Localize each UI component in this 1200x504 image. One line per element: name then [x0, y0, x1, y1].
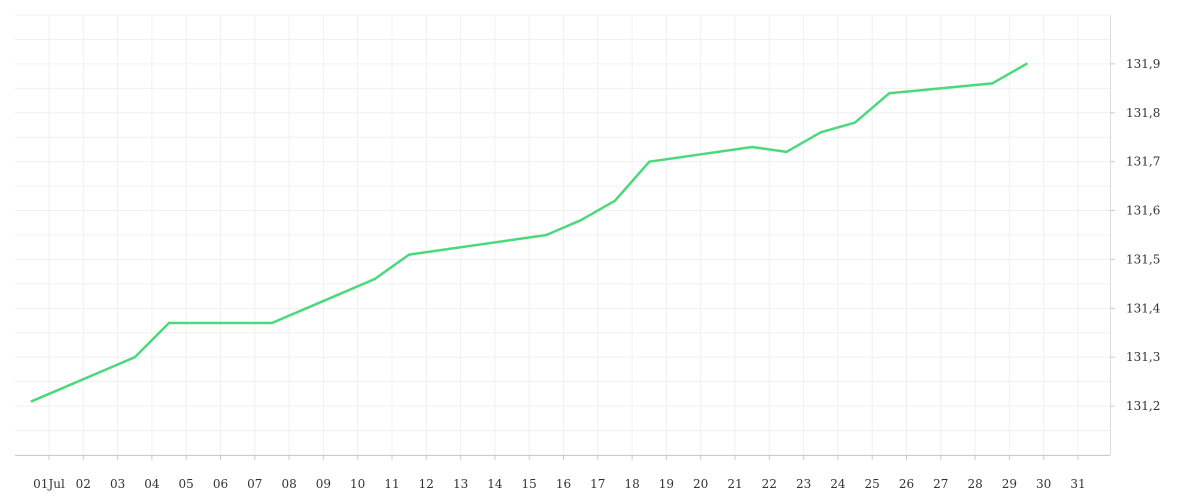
x-tick-label: 02 — [76, 477, 91, 491]
y-tick-label: 131,5 — [1126, 252, 1160, 266]
series-layer — [30, 62, 1028, 403]
data-point — [339, 292, 342, 295]
data-point — [750, 145, 754, 149]
y-tick-label: 131,9 — [1126, 57, 1160, 71]
x-tick-label: 15 — [522, 477, 537, 491]
x-tick-label: 17 — [590, 477, 605, 491]
x-tick-label: 26 — [899, 477, 914, 491]
x-tick-label: 09 — [316, 477, 331, 491]
x-tick-label: 18 — [624, 477, 639, 491]
x-tick-label: 01Jul — [33, 477, 65, 491]
tick-labels: 01Jul 02 03 04 05 06 07 08 09 10 11 12 13 14 15 16 17 18 1… — [33, 57, 1161, 491]
x-tick-label: 11 — [384, 477, 399, 491]
x-tick-label: 03 — [110, 477, 125, 491]
data-point — [30, 400, 34, 403]
x-tick-label: 14 — [487, 477, 503, 491]
x-tick-label: 30 — [1036, 477, 1051, 491]
x-tick-label: 29 — [1002, 477, 1017, 491]
y-tick-label: 131,3 — [1126, 350, 1160, 364]
data-point — [167, 321, 171, 325]
x-tick-label: 07 — [247, 477, 262, 491]
x-tick-label: 19 — [659, 477, 674, 491]
data-point — [305, 307, 308, 310]
data-point — [407, 253, 411, 256]
x-tick-label: 06 — [213, 477, 228, 491]
x-tick-label: 04 — [144, 477, 160, 491]
data-point — [819, 131, 822, 134]
data-point — [133, 356, 136, 359]
data-point — [648, 160, 651, 163]
y-tick-label: 131,6 — [1126, 204, 1160, 218]
data-point — [270, 321, 274, 325]
x-tick-label: 08 — [281, 477, 296, 491]
x-tick-label: 05 — [179, 477, 194, 491]
data-point — [1025, 62, 1028, 66]
x-tick-label: 31 — [1070, 477, 1085, 491]
data-point — [888, 92, 891, 95]
x-tick-label: 12 — [419, 477, 434, 491]
x-tick-label: 24 — [830, 477, 846, 491]
data-point — [991, 82, 994, 85]
data-point — [853, 121, 857, 124]
y-tick-label: 131,4 — [1126, 301, 1161, 315]
x-tick-label: 22 — [762, 477, 777, 491]
x-tick-label: 28 — [967, 477, 982, 491]
data-point — [373, 277, 377, 281]
x-tick-label: 21 — [727, 477, 742, 491]
x-tick-label: 16 — [556, 477, 571, 491]
y-tick-label: 131,7 — [1126, 155, 1160, 169]
x-tick-label: 23 — [796, 477, 811, 491]
data-point — [545, 233, 548, 237]
y-tick-label: 131,2 — [1126, 399, 1160, 413]
x-tick-label: 27 — [933, 477, 948, 491]
data-point — [613, 199, 617, 202]
x-tick-label: 25 — [865, 477, 880, 491]
grid — [15, 14, 1110, 456]
y-tick-label: 131,8 — [1126, 106, 1160, 120]
axes — [15, 15, 1115, 460]
x-tick-label: 10 — [350, 477, 365, 491]
x-tick-label: 13 — [453, 477, 468, 491]
data-point — [579, 219, 582, 222]
x-tick-label: 20 — [693, 477, 708, 491]
data-point — [785, 150, 788, 154]
